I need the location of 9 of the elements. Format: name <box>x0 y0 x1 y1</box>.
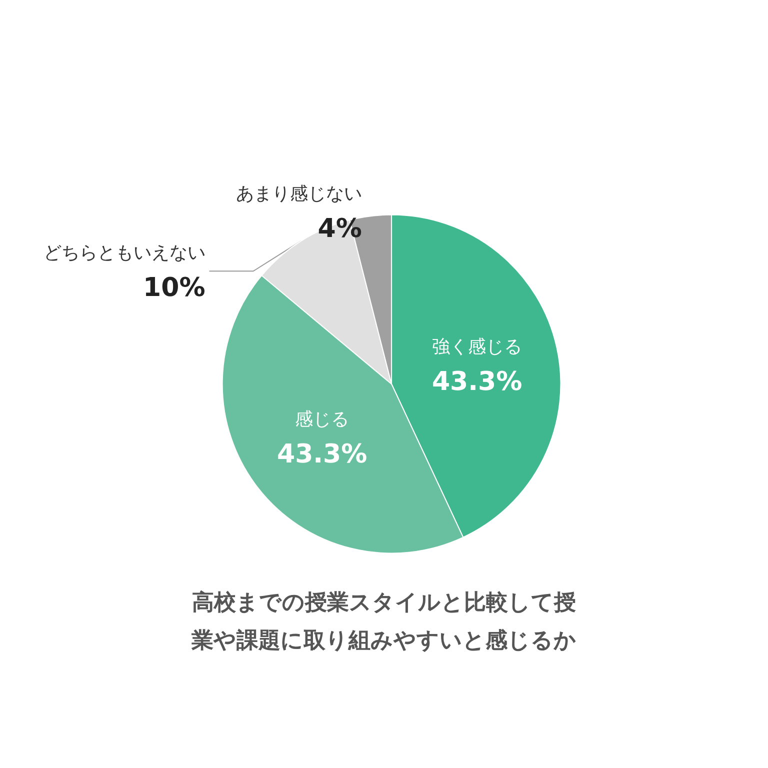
data-label: 4% <box>318 214 362 244</box>
data-label: 43.3% <box>432 367 522 398</box>
data-label: 10% <box>143 273 206 304</box>
slice-label: 強く感じる <box>432 336 522 358</box>
text: 高校までの授業スタイルと比較して授業や課題に取り組みやすいと感じるか <box>190 590 576 654</box>
slice-label: 感じる <box>295 408 350 430</box>
data-label: 43.3% <box>276 439 368 470</box>
slice-label: あまり感じない <box>236 184 362 205</box>
slice-label: どちらともいえない <box>43 242 206 264</box>
